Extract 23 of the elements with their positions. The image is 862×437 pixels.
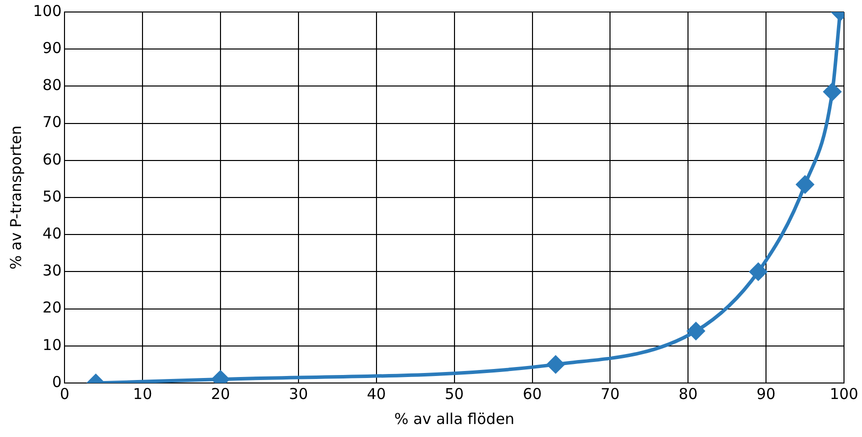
y-tick-label: 20	[42, 298, 62, 317]
y-tick-label: 90	[42, 38, 62, 57]
y-tick-label: 40	[42, 224, 62, 242]
y-axis-title: % av P-transporten	[6, 125, 25, 270]
x-tick-label: 10	[133, 384, 152, 403]
y-tick-label: 70	[42, 113, 62, 132]
y-tick-label: 50	[42, 187, 62, 206]
y-tick-label: 30	[42, 262, 62, 280]
x-tick-label: 80	[678, 384, 698, 403]
x-axis-title: % av alla flöden	[394, 410, 514, 428]
x-tick-label: 30	[288, 384, 308, 403]
y-tick-label: 0	[52, 372, 62, 391]
y-tick-label: 80	[42, 76, 62, 94]
x-tick-label: 60	[522, 384, 542, 403]
x-tick-label: 20	[210, 384, 230, 403]
y-tick-label: 10	[42, 336, 62, 354]
x-tick-label: 70	[600, 384, 620, 403]
y-tick-label: 60	[42, 150, 62, 168]
x-tick-label: 100	[830, 384, 858, 403]
x-tick-label: 40	[366, 384, 386, 403]
y-tick-label: 100	[32, 2, 62, 20]
x-tick-label: 90	[756, 384, 776, 403]
x-tick-label: 50	[444, 384, 464, 403]
